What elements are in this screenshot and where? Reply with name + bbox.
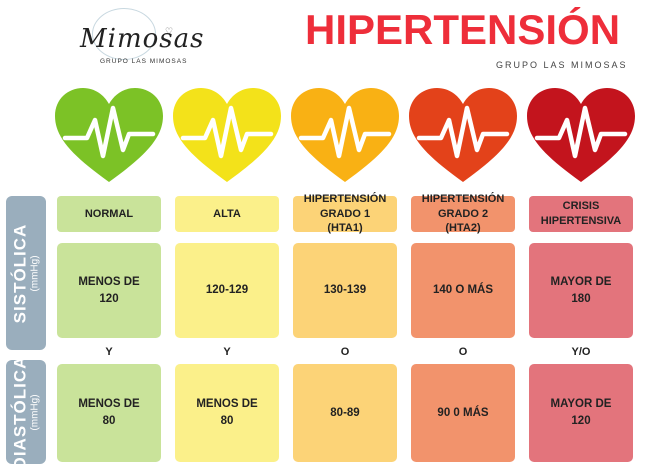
category-label: CRISIS HIPERTENSIVA xyxy=(529,196,633,232)
heart-pulse-icon xyxy=(525,86,637,186)
connector-text: Y/O xyxy=(571,346,591,358)
heart-pulse-icon xyxy=(171,86,283,186)
systolic-value-cell: MAYOR DE 180 xyxy=(529,243,633,338)
connector-text: O xyxy=(458,346,468,358)
systolic-value-cell: 120-129 xyxy=(175,243,279,338)
diastolic-value-cell: MAYOR DE 120 xyxy=(529,364,633,462)
diastolic-row-label: DIASTÓLICA (mmHg) xyxy=(6,355,46,469)
diastolic-value-cell: 80-89 xyxy=(293,364,397,462)
logo-subtext: GRUPO LAS MIMOSAS xyxy=(100,58,188,65)
logo-text: Mimosas xyxy=(80,24,205,54)
logo-ring xyxy=(92,8,156,60)
heart-pulse-icon xyxy=(53,86,165,186)
systolic-row-label: SISTÓLICA (mmHg) xyxy=(6,196,46,350)
page-subtitle: GRUPO LAS MIMOSAS xyxy=(496,60,628,70)
systolic-unit: (mmHg) xyxy=(29,254,41,292)
connector-text: O xyxy=(340,346,350,358)
systolic-label: SISTÓLICA xyxy=(10,223,30,323)
systolic-value-cell: 130-139 xyxy=(293,243,397,338)
heart-pulse-icon xyxy=(289,86,401,186)
connector-text: Y xyxy=(105,346,113,358)
connector-text: Y xyxy=(223,346,231,358)
category-label: ALTA xyxy=(175,196,279,232)
category-label: HIPERTENSIÓN GRADO 2 (HTA2) xyxy=(411,193,515,234)
systolic-value-cell: MENOS DE 120 xyxy=(57,243,161,338)
diastolic-label: DIASTÓLICA xyxy=(10,355,30,469)
page-title: HIPERTENSIÓN xyxy=(305,6,621,53)
brand-logo: ♡ Mimosas GRUPO LAS MIMOSAS xyxy=(62,6,203,76)
diastolic-unit: (mmHg) xyxy=(29,393,41,431)
diastolic-value-cell: MENOS DE 80 xyxy=(57,364,161,462)
category-label: HIPERTENSIÓN GRADO 1 (HTA1) xyxy=(293,193,397,234)
small-heart-icon: ♡ xyxy=(165,26,174,36)
diastolic-value-cell: 90 0 MÁS xyxy=(411,364,515,462)
category-label: NORMAL xyxy=(57,196,161,232)
diastolic-value-cell: MENOS DE 80 xyxy=(175,364,279,462)
heart-pulse-icon xyxy=(407,86,519,186)
systolic-value-cell: 140 O MÁS xyxy=(411,243,515,338)
